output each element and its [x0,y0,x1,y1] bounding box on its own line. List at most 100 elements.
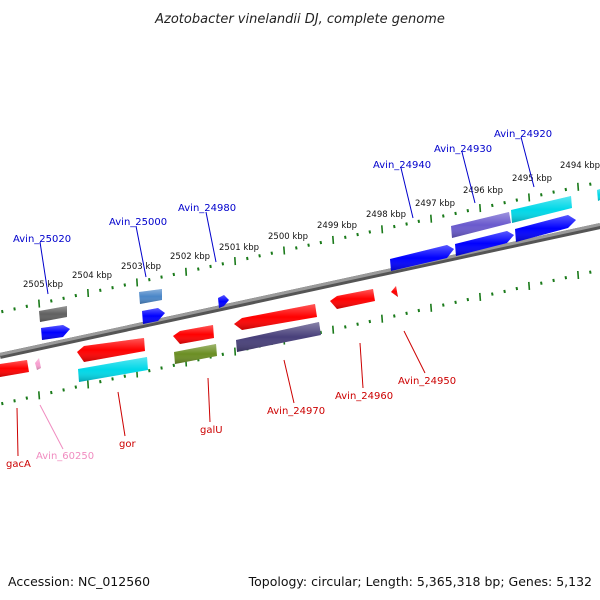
minor-tick [295,246,298,250]
major-tick [577,182,580,191]
minor-tick [307,243,310,247]
gene-label[interactable]: Avin_25000 [109,217,167,228]
minor-tick [344,235,347,239]
minor-tick [74,293,78,298]
gene-shade [597,189,600,201]
minor-tick [319,240,323,245]
minor-tick [515,198,519,202]
minor-tick [393,224,396,229]
minor-tick [62,388,65,392]
gene-label[interactable]: Avin_60250 [36,451,94,462]
minor-tick [564,276,568,280]
minor-tick [466,297,470,302]
gene-shade [455,231,514,256]
minor-tick [1,309,4,314]
gene-shade [390,245,454,271]
minor-tick [123,374,127,378]
kbp-ruler [1,182,592,314]
minor-tick [50,299,53,303]
minor-tick [503,289,506,294]
gene-label[interactable]: Avin_24980 [178,203,236,214]
minor-tick [417,219,421,223]
minor-tick [123,283,127,287]
gene-shade [78,357,148,382]
minor-tick [552,190,555,194]
minor-tick [589,182,592,186]
major-tick [136,278,139,287]
kbp-label: 2502 kbp [170,252,210,262]
gene-shade [142,308,165,324]
minor-tick [62,296,65,300]
kbp-label: 2505 kbp [23,280,63,290]
gene-label[interactable]: Avin_25020 [13,234,71,245]
minor-tick [25,396,29,400]
minor-tick [368,230,372,234]
minor-tick [356,322,359,326]
minor-tick [148,369,151,373]
kbp-label: 2498 kbp [366,210,406,220]
major-tick [381,314,384,323]
gene-label[interactable]: Avin_24960 [335,391,393,402]
minor-tick [491,292,494,296]
minor-tick [442,214,445,218]
minor-tick [270,251,274,255]
gene-label[interactable]: Avin_24940 [373,160,431,171]
gene-shade [173,325,214,344]
major-tick [234,347,237,356]
minor-tick [564,187,568,192]
kbp-label: 2501 kbp [219,243,259,253]
genome-summary-text: Topology: circular; Length: 5,365,318 bp… [248,574,592,589]
gene-shade [41,325,70,340]
kbp-label: 2497 kbp [415,199,455,209]
minor-tick [356,232,359,237]
minor-tick [258,254,261,258]
gene-label[interactable]: Avin_24950 [398,376,456,387]
minor-tick [246,256,249,261]
gene-shade [77,338,145,362]
minor-tick [515,286,519,291]
minor-tick [74,385,78,389]
minor-tick [442,303,445,307]
minor-tick [111,377,114,381]
kbp-label: 2494 kbp [560,161,600,171]
minor-tick [405,311,408,315]
gene-label[interactable]: Avin_24920 [494,129,552,140]
kbp-label: 2500 kbp [268,232,308,242]
gene-label[interactable]: gacA [6,459,31,470]
gene-label[interactable]: galU [200,425,223,436]
major-tick [332,235,335,244]
minor-tick [540,193,543,197]
kbp-label: 2496 kbp [463,186,503,196]
minor-tick [160,275,163,279]
minor-tick [111,286,114,290]
minor-tick [221,262,225,266]
gene-shade [139,289,162,304]
major-tick [528,193,531,202]
gene-shade [451,212,511,238]
major-tick [577,270,580,280]
gene-shade [236,322,321,352]
gene-shade [234,304,317,330]
gene-label[interactable]: Avin_24970 [267,406,325,417]
gene-shade [391,286,398,297]
minor-tick [319,330,323,335]
major-tick [87,288,90,298]
minor-tick [99,288,102,292]
minor-tick [13,307,16,311]
minor-tick [454,211,457,216]
minor-tick [393,314,396,318]
minor-tick [540,281,543,285]
minor-tick [50,390,53,395]
minor-tick [1,401,4,406]
gene-label[interactable]: Avin_24930 [434,144,492,155]
minor-tick [197,267,200,271]
gene-label[interactable]: gor [119,439,136,450]
minor-tick [209,264,212,269]
major-tick [185,267,188,276]
major-tick [381,225,384,234]
gene-labels: Avin_25020 Avin_25000 Avin_24980 Avin_24… [6,129,552,470]
major-tick [528,281,531,290]
gene-shade [35,358,41,370]
minor-tick [99,380,102,384]
